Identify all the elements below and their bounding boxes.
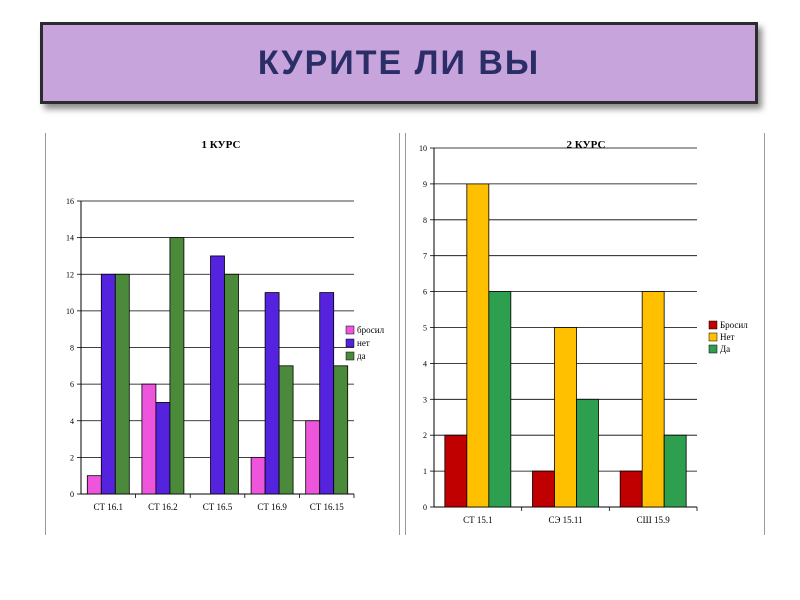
chart-1-svg: 1 КУРС 0 2 4 6 8 10 12 14 16 СТ 16.1 СТ 16.2 СТ 16.5… [66,139,385,512]
chart2-legend-label: Да [720,344,730,354]
chart2-y-tick-label: 10 [419,144,427,153]
chart2-bar [663,434,687,508]
chart2-y-tick-label: 8 [423,216,427,225]
chart1-title: 1 КУРС [202,139,241,151]
chart1-legend-label: нет [357,338,370,348]
title-banner: КУРИТЕ ЛИ ВЫ [40,22,758,104]
chart2-legend-swatch [708,320,718,330]
chart2-legend-label: Бросил [720,320,748,330]
chart1-y-tick-label: 16 [66,197,74,206]
chart2-bar [444,434,468,508]
chart1-bar [224,273,239,495]
chart2-y-tick-label: 1 [423,467,427,476]
chart1-y-tick-label: 10 [66,307,74,316]
chart1-bar [278,365,294,495]
chart2-y-tick-label: 6 [423,288,427,297]
chart-1-kurs: 1 КУРС 0 2 4 6 8 10 12 14 16 СТ 16.1 СТ 16.2 СТ 16.5… [45,133,400,535]
chart1-x-tick-label: СТ 16.15 [310,502,345,512]
chart1-legend-swatch [345,351,355,361]
chart2-y-tick-label: 5 [423,324,427,333]
chart2-x-tick-label: СТ 15.1 [463,515,493,525]
chart1-bar [141,383,157,495]
chart1-bar [250,456,266,495]
chart2-title: 2 КУРС [567,139,606,151]
chart2-bar [554,327,577,508]
chart2-bar [532,470,555,508]
chart1-legend-label: бросил [357,325,385,335]
chart1-bar [319,292,335,495]
chart2-x-tick-label: СШ 15.9 [637,515,671,525]
chart2-bar [466,183,490,508]
chart1-legend-swatch [345,325,355,335]
chart2-y-tick-label: 4 [423,359,427,368]
chart1-bar [100,273,116,495]
chart2-y-tick-label: 7 [423,252,427,261]
chart2-bar [488,291,512,508]
chart2-bar [619,470,643,508]
chart2-legend-swatch [708,344,718,354]
chart1-bar [155,402,171,495]
chart1-legend-swatch [345,338,355,348]
page-title: КУРИТЕ ЛИ ВЫ [257,43,541,82]
chart1-legend-label: да [357,351,366,361]
chart1-y-tick-label: 8 [70,344,74,353]
chart1-y-tick-label: 0 [70,490,74,499]
chart1-y-tick-label: 2 [70,453,74,462]
chart1-bar [333,365,349,495]
chart1-bar [86,475,102,495]
chart1-bar [305,420,321,495]
chart1-bar [114,273,130,495]
chart-2-kurs: 2 КУРС 0 1 2 3 4 5 6 7 8 9 10 СТ 15.1 СЭ 15.11 СШ 15.9… [405,133,765,535]
chart2-legend-swatch [708,332,718,342]
chart2-y-tick-label: 0 [423,503,427,512]
chart1-bar [210,255,225,495]
chart1-bar [264,292,280,495]
chart2-bar [576,398,599,508]
chart2-x-tick-label: СЭ 15.11 [548,515,582,525]
chart1-y-tick-label: 14 [66,234,74,243]
chart2-y-tick-label: 9 [423,180,427,189]
chart2-y-tick-label: 3 [423,395,427,404]
chart2-bar [641,291,665,508]
chart-2-svg: 2 КУРС 0 1 2 3 4 5 6 7 8 9 10 СТ 15.1 СЭ 15.11 СШ 15.9… [419,139,748,525]
chart1-y-tick-label: 12 [66,270,74,279]
chart1-bar [169,237,185,495]
chart1-y-tick-label: 4 [70,417,74,426]
chart1-x-tick-label: СТ 16.5 [203,502,233,512]
chart2-y-tick-label: 2 [423,431,427,440]
chart1-x-tick-label: СТ 16.9 [257,502,287,512]
chart2-legend-label: Нет [720,332,734,342]
chart1-y-tick-label: 6 [70,380,74,389]
chart1-x-tick-label: СТ 16.2 [148,502,178,512]
chart1-x-tick-label: СТ 16.1 [94,502,124,512]
